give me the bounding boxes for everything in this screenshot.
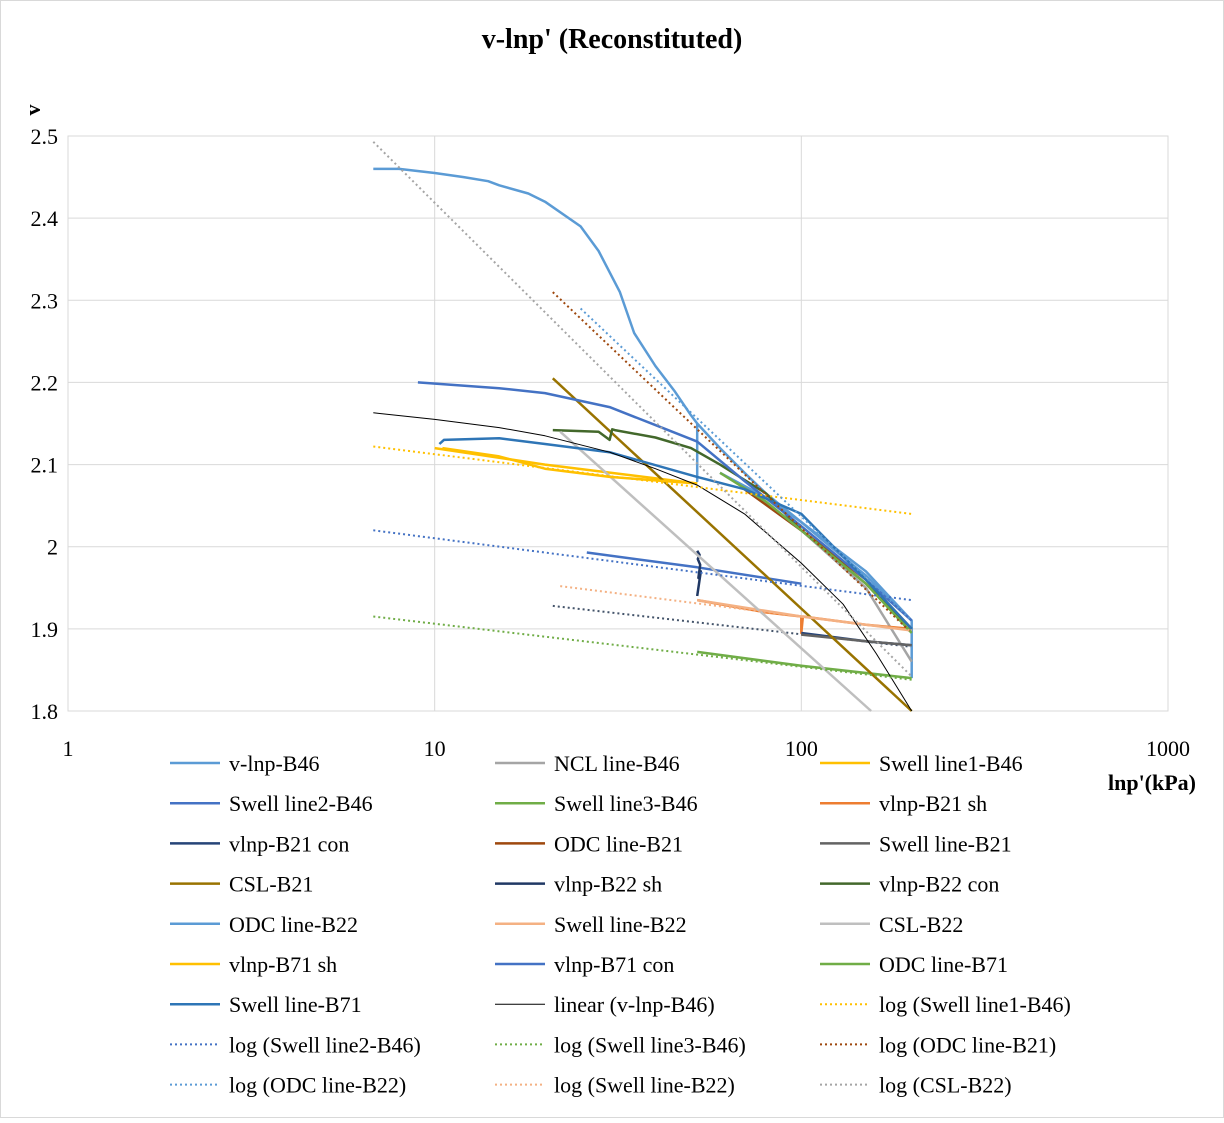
series-line-16	[442, 446, 698, 485]
series-line-22	[373, 529, 912, 602]
grid-lines	[67, 135, 1169, 712]
legend-label: v-lnp-B46	[229, 751, 319, 776]
legend-label: linear (v-lnp-B46)	[554, 992, 715, 1017]
legend-label: log (Swell line3-B46)	[554, 1032, 746, 1057]
legend-label: Swell line-B71	[229, 992, 362, 1017]
legend-label: Swell line3-B46	[554, 791, 698, 816]
series-line-20	[373, 412, 913, 712]
x-tick-label: 100	[785, 736, 818, 761]
legend-item: vlnp-B22 con	[820, 872, 999, 897]
y-tick-label: 1.9	[31, 617, 59, 642]
legend-item: log (Swell line-B22)	[495, 1073, 735, 1098]
legend-item: Swell line3-B46	[495, 791, 698, 816]
legend-label: CSL-B21	[229, 872, 313, 897]
legend-label: log (CSL-B22)	[879, 1073, 1012, 1098]
legend-label: log (Swell line1-B46)	[879, 992, 1071, 1017]
chart-title: v-lnp' (Reconstituted)	[482, 24, 743, 55]
y-tick-label: 2.5	[31, 124, 59, 149]
y-tick-label: 2.3	[31, 288, 59, 313]
legend-label: vlnp-B71 con	[554, 952, 674, 977]
y-tick-label: 2	[47, 535, 58, 560]
legend: v-lnp-B46 NCL line-B46 Swell line1-B46 Swel…	[170, 751, 1071, 1098]
y-tick-label: 2.4	[31, 206, 59, 231]
legend-item: vlnp-B71 sh	[170, 952, 337, 977]
series-line-4	[586, 551, 802, 585]
legend-label: vlnp-B22 sh	[554, 872, 662, 897]
legend-item: vlnp-B71 con	[495, 952, 674, 977]
series-line-13	[719, 471, 913, 622]
axes: 1.8 1.9 2 2.1 2.2 2.3 2.4 2.5 1 10 100 1000	[31, 124, 1191, 761]
x-tick-label: 1	[63, 736, 74, 761]
legend-label: vlnp-B21 con	[229, 831, 349, 856]
legend-label: vlnp-B21 sh	[879, 791, 987, 816]
series-line-23	[373, 615, 912, 681]
legend-item: log (Swell line3-B46)	[495, 1032, 746, 1057]
legend-label: vlnp-B22 con	[879, 872, 999, 897]
legend-label: Swell line-B22	[554, 912, 687, 937]
legend-label: ODC line-B22	[229, 912, 358, 937]
legend-label: log (ODC line-B22)	[229, 1073, 406, 1098]
legend-item: vlnp-B21 con	[170, 831, 349, 856]
series-line-25	[579, 307, 913, 622]
legend-label: log (ODC line-B21)	[879, 1032, 1056, 1057]
legend-item: CSL-B22	[820, 912, 963, 937]
legend-item: vlnp-B22 sh	[495, 872, 662, 897]
legend-item: vlnp-B21 sh	[820, 791, 987, 816]
legend-item: Swell line2-B46	[170, 791, 373, 816]
legend-item: log (ODC line-B21)	[820, 1032, 1056, 1057]
legend-item: ODC line-B22	[170, 912, 358, 937]
legend-item: Swell line-B21	[820, 831, 1012, 856]
series-line-9	[801, 633, 912, 647]
series-line-27	[372, 141, 913, 678]
legend-label: Swell line-B21	[879, 831, 1012, 856]
x-tick-label: 10	[424, 736, 446, 761]
x-axis-label: lnp'(kPa)	[1108, 770, 1196, 795]
legend-label: NCL line-B46	[554, 751, 680, 776]
legend-item: linear (v-lnp-B46)	[495, 992, 715, 1017]
y-axis-label: v	[20, 105, 45, 116]
legend-item: log (Swell line1-B46)	[820, 992, 1071, 1017]
legend-label: Swell line2-B46	[229, 791, 373, 816]
legend-label: log (Swell line2-B46)	[229, 1032, 421, 1057]
series-line-5	[697, 650, 912, 680]
legend-item: Swell line-B71	[170, 992, 362, 1017]
y-tick-label: 2.2	[31, 370, 59, 395]
y-tick-label: 1.8	[31, 699, 59, 724]
series-line-14	[697, 598, 912, 632]
legend-label: ODC line-B71	[879, 952, 1008, 977]
series-line-19	[438, 437, 913, 630]
series-line-21	[373, 445, 912, 515]
series-line-10	[551, 377, 913, 712]
legend-item: Swell line-B22	[495, 912, 687, 937]
legend-item: ODC line-B21	[495, 831, 683, 856]
legend-item: log (Swell line2-B46)	[170, 1032, 421, 1057]
series-line-17	[417, 381, 913, 622]
legend-item: v-lnp-B46	[170, 751, 319, 776]
legend-item: CSL-B21	[170, 872, 313, 897]
series-line-26	[560, 585, 912, 632]
y-tick-label: 2.1	[31, 453, 59, 478]
x-tick-label: 1000	[1146, 736, 1190, 761]
legend-label: Swell line1-B46	[879, 751, 1023, 776]
plot-series	[372, 141, 913, 712]
legend-item: log (CSL-B22)	[820, 1073, 1012, 1098]
legend-label: log (Swell line-B22)	[554, 1073, 735, 1098]
legend-label: vlnp-B71 sh	[229, 952, 337, 977]
legend-label: ODC line-B21	[554, 831, 683, 856]
legend-item: log (ODC line-B22)	[170, 1073, 406, 1098]
legend-label: CSL-B22	[879, 912, 963, 937]
legend-item: NCL line-B46	[495, 751, 680, 776]
legend-item: Swell line1-B46	[820, 751, 1023, 776]
legend-item: ODC line-B71	[820, 952, 1008, 977]
